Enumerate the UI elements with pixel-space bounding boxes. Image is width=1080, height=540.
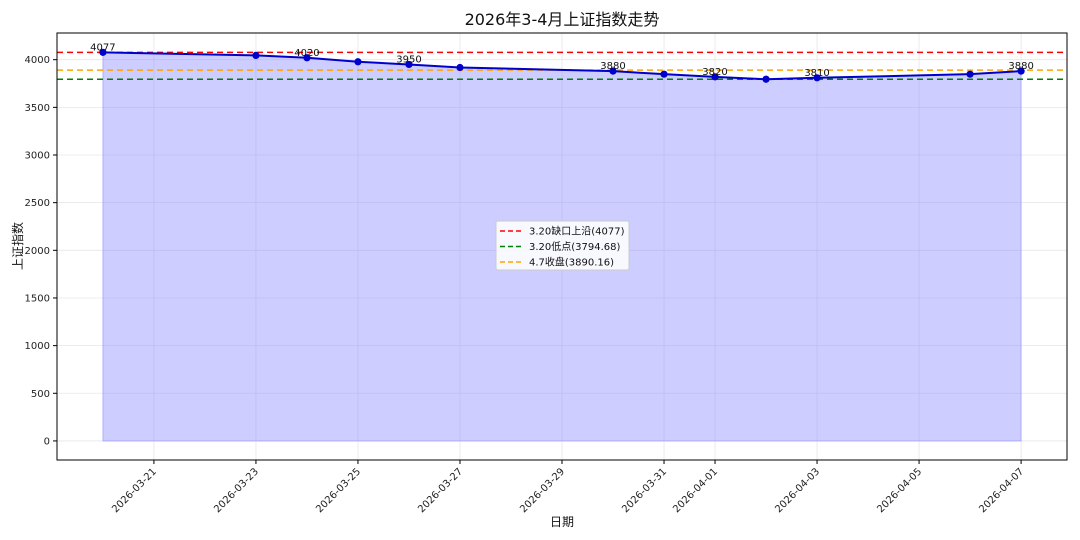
data-point (405, 60, 413, 69)
y-tick-label: 0 (44, 436, 50, 447)
x-axis-title: 日期 (550, 515, 574, 529)
y-tick-label: 3000 (25, 151, 50, 162)
data-point (456, 63, 464, 72)
data-point (762, 75, 770, 83)
x-tick-label: 2026-03-27 (416, 466, 465, 515)
data-point (660, 70, 668, 78)
y-tick-label: 2000 (25, 246, 50, 257)
data-point (354, 58, 362, 66)
legend-label: 3.20缺口上沿(4077) (529, 225, 625, 238)
x-tick-label: 2026-03-31 (620, 466, 669, 515)
data-label: 3810 (804, 68, 829, 79)
data-point (303, 54, 311, 62)
data-label: 4077 (90, 42, 115, 53)
legend-box (495, 220, 630, 271)
x-tick-label: 2026-04-05 (875, 466, 924, 515)
data-point (609, 67, 617, 75)
legend: 3.20缺口上沿(4077) 3.20低点(3794.68) 4.7收盘(3890.… (495, 220, 630, 271)
data-point (99, 48, 107, 56)
x-tick-label: 2026-04-01 (671, 466, 720, 515)
x-tick-label: 2026-03-23 (212, 466, 261, 515)
data-point (711, 73, 719, 81)
series-layer (99, 48, 1025, 83)
x-tick-label: 2026-03-29 (518, 466, 567, 515)
data-point (966, 70, 974, 78)
data-label: 3880 (1008, 61, 1033, 72)
x-tick-label: 2026-04-07 (977, 466, 1026, 515)
legend-label: 4.7收盘(3890.16) (529, 256, 614, 269)
y-tick-label: 2500 (25, 198, 50, 209)
chart-title: 2026年3-4月上证指数走势 (465, 10, 660, 29)
data-labels: 4077 4020 3950 3880 3820 3810 3880 (90, 42, 1034, 78)
y-axis-title: 上证指数 (10, 222, 25, 270)
data-label: 3950 (396, 54, 421, 65)
y-tick-label: 4000 (25, 55, 50, 66)
data-label: 3820 (702, 67, 727, 78)
data-point (813, 74, 821, 82)
data-label: 4020 (294, 48, 319, 59)
y-tick-label: 1500 (25, 293, 50, 304)
data-point (1017, 67, 1025, 75)
y-tick-label: 3500 (25, 103, 50, 114)
legend-label: 3.20低点(3794.68) (529, 240, 621, 253)
data-label: 3880 (600, 61, 625, 72)
y-tick-label: 500 (31, 389, 50, 400)
x-tick-label: 2026-03-25 (314, 466, 363, 515)
x-tick-label: 2026-04-03 (773, 466, 822, 515)
data-point (252, 51, 260, 59)
x-tick-label: 2026-03-21 (110, 466, 159, 515)
y-tick-label: 1000 (25, 341, 50, 352)
